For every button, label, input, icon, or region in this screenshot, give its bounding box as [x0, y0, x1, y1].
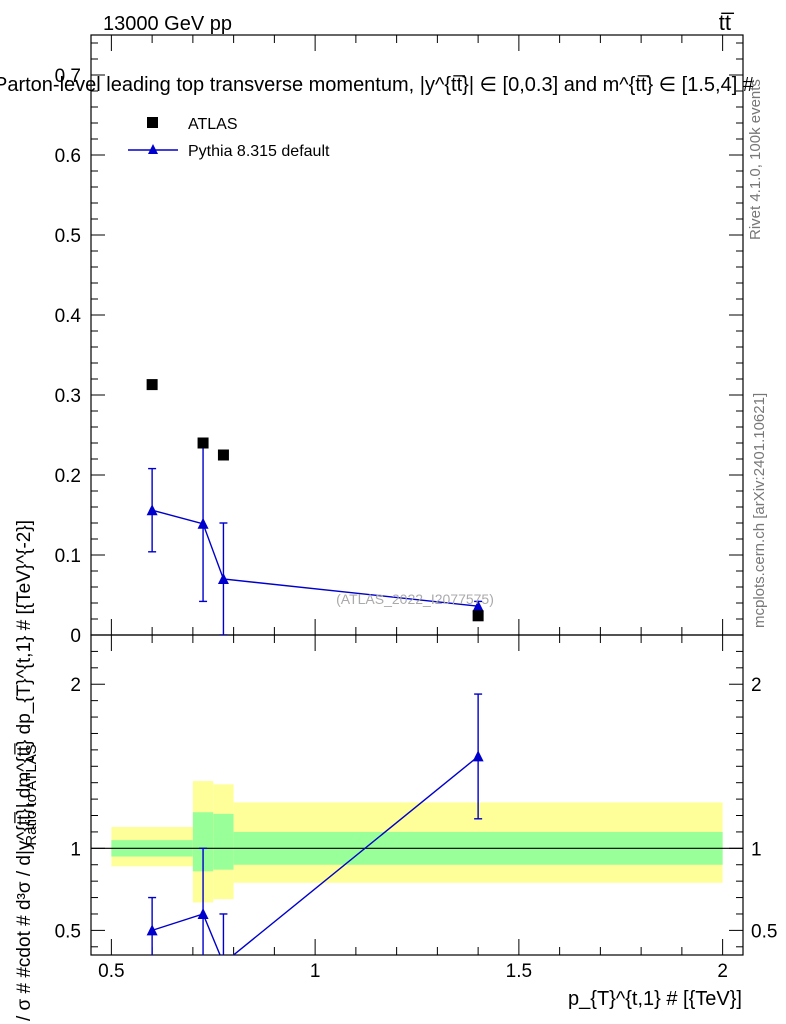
ratio-xtick-label: 2: [717, 961, 728, 982]
green-band: [192, 812, 214, 872]
atlas-point: [197, 437, 209, 449]
ratio-ytick-label-left: 0.5: [55, 921, 81, 942]
ratio-xtick-label: 1: [310, 961, 321, 982]
ratio-xtick-label: 0.5: [98, 961, 124, 982]
top-ytick-label: 0.2: [55, 466, 81, 487]
top-ytick-label: 0.6: [55, 146, 81, 167]
ratio-ytick-label-right: 2: [751, 675, 762, 696]
header-left: 13000 GeV pp: [103, 13, 232, 35]
legend-atlas-marker: [147, 117, 158, 128]
top-ytick-label: 0.1: [55, 546, 81, 567]
top-ytick-label: 0.4: [55, 306, 82, 327]
ratio-point: [146, 924, 158, 936]
top-ytick-label: 0.5: [55, 226, 81, 247]
legend-pythia-label: Pythia 8.315 default: [188, 143, 330, 160]
rivet-version-text: Rivet 4.1.0, 100k events: [747, 79, 764, 240]
atlas-point: [217, 449, 229, 461]
analysis-watermark: (ATLAS_2022_I2077575): [336, 591, 494, 607]
pythia-point: [146, 504, 158, 516]
legend: ATLAS Pythia 8.315 default: [128, 116, 330, 160]
ratio-point: [218, 957, 229, 968]
header-right: tt̅: [719, 10, 735, 35]
ratio-point: [197, 907, 209, 919]
ratio-axes: 0.5 1 1.5 2 0.5 0.5 1 1 2 2: [55, 635, 777, 982]
legend-atlas-label: ATLAS: [188, 116, 238, 133]
ratio-ytick-label-left: 2: [70, 675, 81, 696]
top-axes: 0 0.1 0.2 0.3 0.4 0.5 0.6 0.7: [55, 35, 743, 647]
ratio-ytick-label-right: 0.5: [751, 921, 777, 942]
x-axis-label: p_{T}^{t,1} # [{TeV}]: [568, 988, 742, 1010]
top-ytick-label: 0.7: [55, 66, 81, 87]
plot-title: Parton-level leading top transverse mome…: [0, 74, 755, 96]
top-ytick-label: 0: [70, 626, 81, 647]
uncertainty-bands: [91, 781, 743, 903]
atlas-point: [146, 379, 158, 391]
pythia-point: [472, 600, 484, 612]
pythia-point: [197, 517, 209, 529]
atlas-point: [472, 610, 484, 622]
ratio-xtick-label: 1.5: [506, 961, 532, 982]
ratio-ytick-label-right: 1: [751, 839, 762, 860]
legend-pythia-marker: [148, 144, 158, 154]
ratio-line: [151, 755, 479, 955]
mcplots-text: mcplots.cern.ch [arXiv:2401.10621]: [751, 393, 768, 628]
ratio-data: [146, 693, 484, 968]
y-axis-label: 1 / σ # #cdot # d³σ / d|y^{tt̅}| dm^{tt̅…: [14, 520, 35, 1024]
ratio-point: [472, 750, 484, 762]
pythia-point: [217, 573, 229, 584]
ratio-axis-label: Ratio to ATLAS: [23, 744, 40, 845]
top-data: [146, 379, 484, 635]
top-ytick-label: 0.3: [55, 386, 81, 407]
ratio-frame: [90, 634, 744, 956]
pythia-line: [151, 509, 479, 607]
ratio-ytick-label-left: 1: [70, 839, 81, 860]
green-band: [213, 813, 234, 870]
